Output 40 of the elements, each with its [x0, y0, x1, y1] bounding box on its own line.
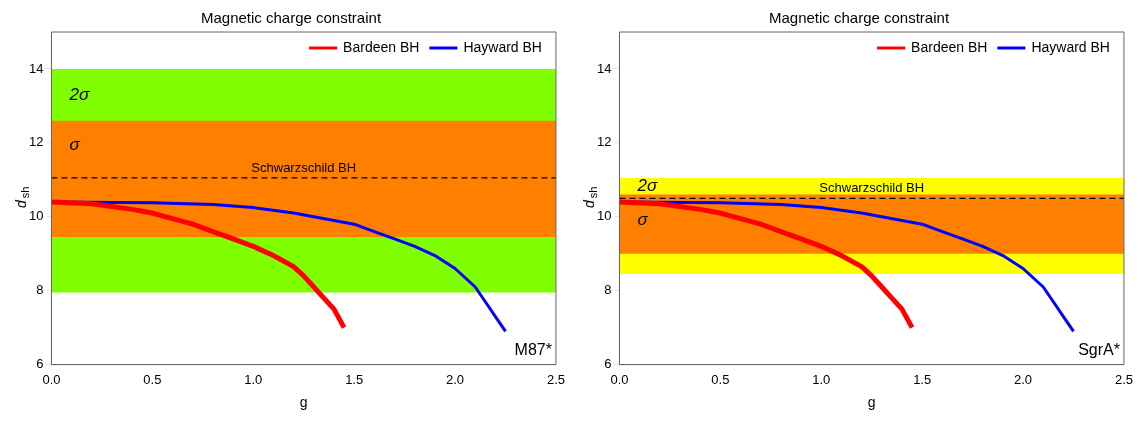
- legend-label: Hayward BH: [1031, 38, 1110, 55]
- y-tick-label: 8: [36, 282, 44, 298]
- legend-label: Bardeen BH: [343, 38, 420, 55]
- annotation: SgrA*: [1078, 341, 1120, 359]
- y-tick-label: 12: [28, 134, 44, 150]
- x-tick-label: 2.0: [446, 371, 465, 387]
- x-tick-label: 1.5: [913, 371, 932, 387]
- ref-line-label: Schwarzschild BH: [819, 180, 925, 196]
- y-tick-label: 14: [28, 60, 44, 76]
- y-axis-title: dsh: [580, 186, 600, 208]
- x-tick-label: 2.0: [1014, 371, 1033, 387]
- y-tick-label: 6: [604, 356, 612, 372]
- x-tick-label: 0.0: [610, 371, 629, 387]
- x-tick-label: 0.5: [143, 371, 162, 387]
- y-axis-title: dsh: [12, 186, 32, 208]
- chart-title: Magnetic charge constraint: [768, 9, 950, 27]
- x-axis-title: g: [867, 394, 876, 411]
- band-label: σ: [69, 135, 81, 155]
- y-tick-label: 8: [604, 282, 612, 298]
- legend-label: Bardeen BH: [911, 38, 988, 55]
- y-tick-label: 6: [36, 356, 44, 372]
- y-tick-label: 10: [28, 208, 44, 224]
- chart-title: Magnetic charge constraint: [200, 9, 382, 27]
- y-tick-label: 14: [596, 60, 612, 76]
- band-label: 2σ: [68, 84, 90, 104]
- band-label: 2σ: [636, 176, 658, 196]
- x-tick-label: 2.5: [546, 371, 565, 387]
- ref-line-label: Schwarzschild BH: [251, 160, 357, 176]
- x-tick-label: 1.0: [812, 371, 831, 387]
- legend-label: Hayward BH: [463, 38, 542, 55]
- x-axis-title: g: [299, 394, 308, 411]
- x-tick-label: 0.5: [711, 371, 730, 387]
- annotation: M87*: [514, 341, 552, 359]
- x-tick-label: 1.5: [345, 371, 364, 387]
- x-tick-label: 2.5: [1114, 371, 1133, 387]
- x-tick-label: 1.0: [244, 371, 263, 387]
- x-tick-label: 0.0: [42, 371, 61, 387]
- y-tick-label: 12: [596, 134, 612, 150]
- band-label: σ: [637, 210, 649, 230]
- y-tick-label: 10: [596, 208, 612, 224]
